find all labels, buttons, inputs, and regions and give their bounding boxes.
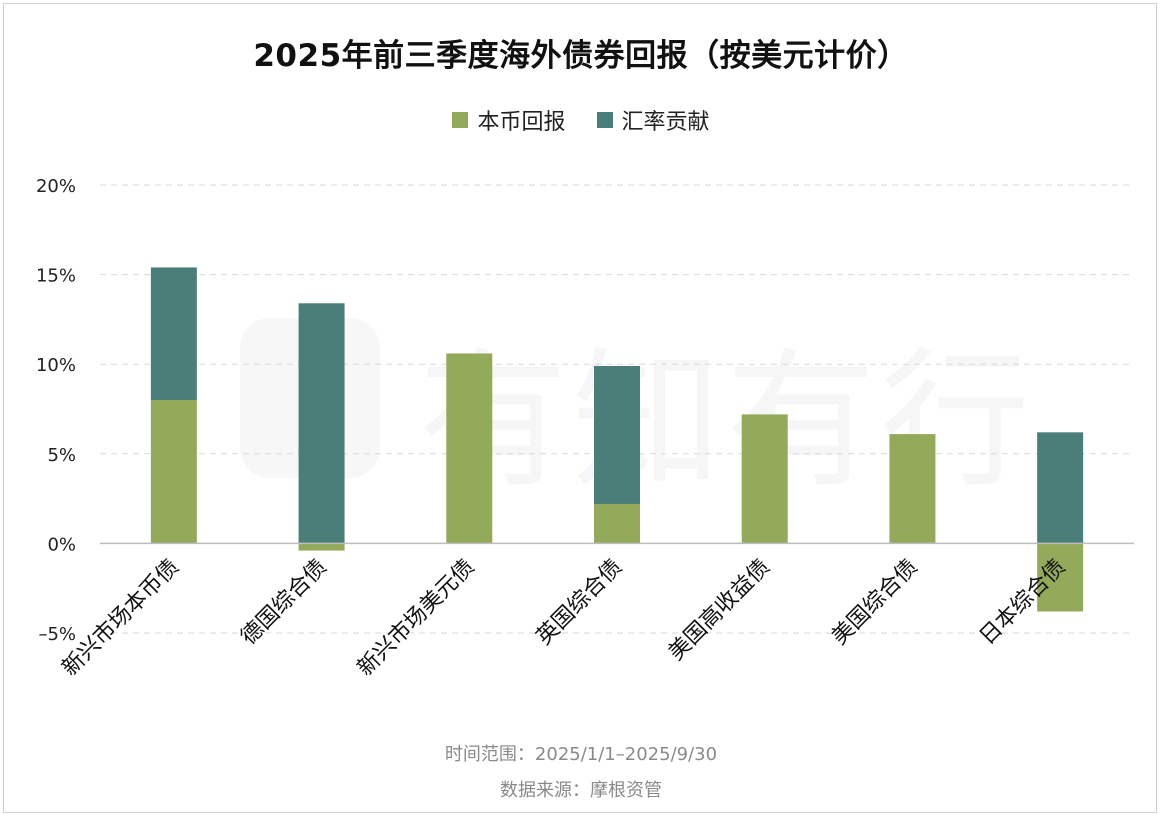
chart-legend: 本币回报 汇率贡献: [0, 104, 1162, 136]
x-tick-label: 美国高收益债: [664, 555, 775, 666]
bar-local-return: [741, 414, 788, 544]
x-tick-label: 德国综合债: [236, 555, 331, 650]
x-tick-label: 英国综合债: [532, 555, 627, 650]
legend-item-fx-contribution: 汇率贡献: [596, 104, 710, 136]
legend-label-local-return: 本币回报: [477, 110, 566, 135]
bar-local-return: [150, 400, 197, 544]
y-tick-label: –5%: [38, 624, 76, 645]
y-tick-label: 5%: [47, 445, 76, 466]
bar-local-return: [889, 434, 936, 544]
bar-fx-contribution: [298, 303, 345, 544]
bar-local-return: [594, 503, 640, 544]
x-tick-label: 美国综合债: [827, 555, 922, 650]
y-tick-label: 0%: [47, 534, 76, 555]
legend-label-fx-contribution: 汇率贡献: [621, 110, 710, 135]
chart-title: 2025年前三季度海外债券回报（按美元计价）: [253, 38, 909, 74]
x-tick-label: 新兴市场美元债: [353, 555, 480, 682]
bar-fx-contribution: [594, 365, 640, 504]
x-tick-label: 新兴市场本币债: [58, 555, 185, 682]
legend-swatch-fx-contribution: [596, 112, 613, 128]
y-tick-label: 15%: [36, 266, 76, 287]
bar-local-return: [446, 353, 493, 544]
legend-item-local-return: 本币回报: [452, 104, 566, 136]
bar-fx-contribution: [150, 267, 197, 401]
bar-local-return: [1037, 543, 1084, 612]
y-tick-label: 20%: [36, 176, 76, 197]
bar-local-return: [298, 543, 345, 551]
legend-swatch-local-return: [452, 112, 469, 128]
y-tick-label: 10%: [36, 355, 76, 376]
bar-fx-contribution: [1037, 432, 1084, 544]
data-source-note: 数据来源：摩根资管: [500, 780, 662, 801]
time-range-note: 时间范围：2025/1/1–2025/9/30: [444, 744, 718, 765]
